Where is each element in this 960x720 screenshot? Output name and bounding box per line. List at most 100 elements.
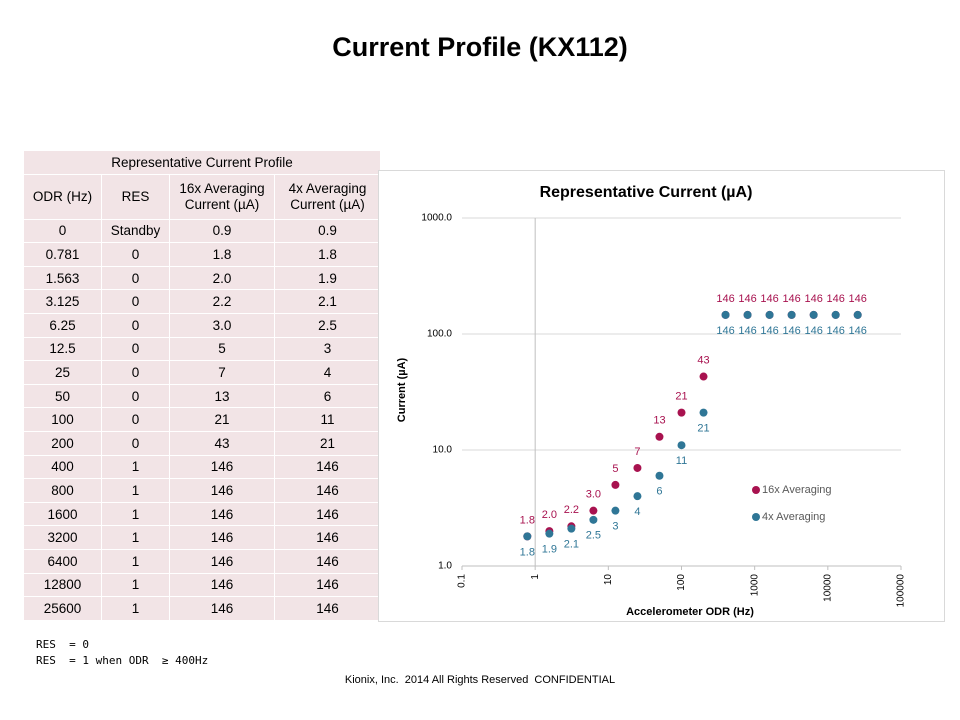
data-label: 146 [716,325,734,337]
note: RES = 1 when ODR ≥ 400Hz [36,654,209,667]
table-cell: 1.8 [169,242,275,267]
table-cell: 2.2 [169,289,275,314]
table-cell: 3 [274,336,381,362]
table-cell: 25600 [23,596,102,621]
table-cell: 6.25 [23,312,102,338]
note: RES = 0 [36,638,89,651]
table-cell: 11 [274,407,381,432]
legend-label: 16x Averaging [762,484,832,496]
point [589,515,598,524]
table-cell: 146 [274,548,381,574]
data-label: 6 [656,486,662,498]
table-cell: 0 [101,242,170,267]
table-row: 100 0 21 11 [23,407,381,432]
x-tick-label: 10 [603,574,614,586]
table-cell: 0 [101,360,170,385]
table-cell: 12.5 [23,336,102,362]
point [853,310,862,319]
table-cell: 16x Averaging Current (µA) [169,173,275,220]
table-cell: 0 [101,407,170,432]
table-cell: 1600 [23,501,102,527]
table-cell: 400 [23,454,102,480]
data-label: 1.8 [520,514,535,526]
table-cell: 4x Averaging Current (µA) [274,173,381,220]
table-row: 200 0 43 21 [23,430,381,456]
current-table: Representative Current Profile ODR (Hz) RE… [23,150,381,621]
table-cell: 21 [274,430,381,456]
table-row: 0 Standby 0.9 0.9 [23,218,381,244]
table-cell: 50 [23,383,102,409]
table-row: 3.125 0 2.2 2.1 [23,289,381,314]
table-row: ODR (Hz) RES 16x Averaging Current (µA) 4x … [23,173,381,220]
data-label: 146 [738,293,756,305]
data-label: 146 [804,325,822,337]
point [809,310,818,319]
table-cell: 0.781 [23,242,102,267]
point [545,529,554,538]
table-cell: 146 [274,596,381,621]
x-axis-label: Accelerometer ODR (Hz) [626,606,754,618]
data-label: 1.9 [542,544,557,556]
table-cell: 146 [274,525,381,550]
point [567,524,576,533]
table-cell: 0 [101,312,170,338]
data-label: 2.0 [542,509,557,521]
data-label: 146 [760,293,778,305]
x-tick-label: 100 [676,574,687,591]
legend-marker [752,513,760,521]
y-tick-label: 1000.0 [421,213,452,224]
table-row: 12.5 0 5 3 [23,336,381,362]
data-label: 146 [760,325,778,337]
x-tick-label: 1 [530,574,541,580]
data-label: 146 [849,293,867,305]
table-cell: 6 [274,383,381,409]
table-cell: 3.125 [23,289,102,314]
table-cell: 200 [23,430,102,456]
table-row: 1600 1 146 146 [23,501,381,527]
data-label: 11 [676,455,687,467]
point [611,506,620,515]
table-cell: ODR (Hz) [23,173,102,220]
table-cell: 146 [169,525,275,550]
table-cell: 1 [101,596,170,621]
y-axis-label: Current (µA) [396,357,408,422]
point [589,506,598,515]
x-tick-label: 0.1 [457,574,468,588]
point [655,471,664,480]
data-label: 3 [612,521,618,533]
chart-frame [378,170,945,622]
legend-marker [752,486,760,494]
point [677,441,686,450]
point [677,408,686,417]
data-label: 7 [634,446,640,458]
y-tick-label: 100.0 [427,329,452,340]
data-label: 146 [738,325,756,337]
point [655,432,664,441]
point [765,310,774,319]
table-cell: 2.1 [274,289,381,314]
table-row: 50 0 13 6 [23,383,381,409]
y-tick-label: 10.0 [433,445,453,456]
table-cell: 146 [274,454,381,480]
point [633,492,642,501]
x-tick-label: 1000 [749,574,760,597]
table-cell: 0 [101,430,170,456]
table-cell: 146 [274,501,381,527]
table-cell: 1 [101,501,170,527]
point [721,310,730,319]
data-label: 2.5 [586,530,601,542]
data-label: 13 [653,415,665,427]
table-cell: 25 [23,360,102,385]
point [611,480,620,489]
data-label: 2.1 [564,539,579,551]
table-cell: 6400 [23,548,102,574]
table-cell: 0.9 [274,218,381,244]
point [787,310,796,319]
table-cell: 146 [169,501,275,527]
table-cell: 800 [23,478,102,503]
table-cell: 146 [274,478,381,503]
table-cell: 146 [274,572,381,598]
table-cell: 100 [23,407,102,432]
table-cell: Standby [101,218,170,244]
